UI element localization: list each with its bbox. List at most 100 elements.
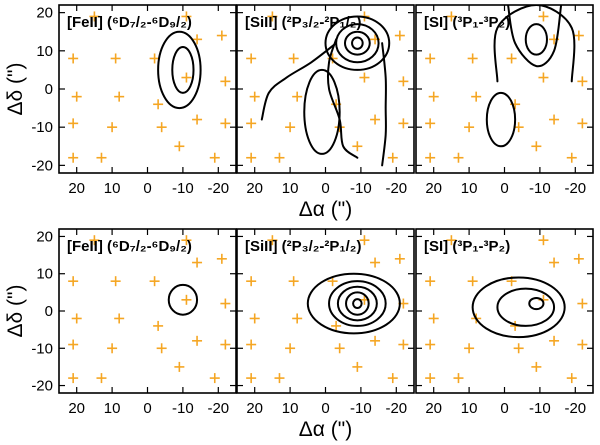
contour-line [493, 5, 576, 83]
x-tick-label: 10 [461, 180, 478, 197]
x-tick-label: 0 [321, 400, 329, 417]
plus-marker [181, 235, 192, 246]
plus-marker [292, 313, 303, 324]
contour-level [303, 68, 341, 155]
panel-contours [167, 283, 199, 316]
plus-marker [453, 373, 464, 384]
x-tick-label: 10 [282, 180, 299, 197]
plus-marker [425, 53, 436, 64]
plus-marker [110, 276, 121, 287]
plus-marker [464, 343, 475, 354]
plus-marker [428, 313, 439, 324]
x-tick-label: 20 [425, 180, 442, 197]
plus-marker [566, 373, 577, 384]
contour-line [381, 42, 387, 167]
plus-marker [573, 30, 584, 41]
y-tick-label: -10 [31, 119, 53, 136]
plus-marker [513, 343, 524, 354]
plus-marker [398, 339, 409, 350]
plus-marker [370, 257, 381, 268]
plus-marker [192, 34, 203, 45]
y-tick-label: -20 [31, 157, 53, 174]
plus-marker [149, 276, 160, 287]
plus-marker [538, 72, 549, 83]
plus-marker [246, 339, 257, 350]
plus-marker [285, 122, 296, 133]
plus-marker [577, 339, 588, 350]
x-tick-label: -10 [350, 180, 372, 197]
panel-title: [FeII] (⁶D₇/₂-⁶D₉/₂) [67, 14, 192, 31]
plus-marker [471, 91, 482, 102]
plus-marker [68, 373, 79, 384]
x-tick-label: 10 [104, 400, 121, 417]
plus-marker [425, 339, 436, 350]
plus-marker [425, 276, 436, 287]
plus-marker [89, 235, 100, 246]
contour-level [171, 46, 195, 94]
plus-marker [398, 118, 409, 129]
x-tick-label: 10 [282, 400, 299, 417]
panel-title: [SiII] (²P₃/₂-²P₁/₂) [245, 238, 361, 255]
plus-marker [538, 235, 549, 246]
plus-marker [110, 53, 121, 64]
x-tick-label: 20 [246, 400, 263, 417]
plus-marker [274, 373, 285, 384]
x-tick-label: 0 [500, 180, 508, 197]
plus-marker [149, 53, 160, 64]
panel-contours [306, 272, 401, 335]
x-tick-label: 20 [246, 180, 263, 197]
x-tick-label: -10 [529, 180, 551, 197]
x-tick-label: 0 [143, 400, 151, 417]
y-tick-label: 10 [36, 43, 53, 60]
x-tick-label: 0 [143, 180, 151, 197]
plus-marker [398, 76, 409, 87]
contour-level [471, 276, 566, 339]
y-tick-label: -10 [31, 340, 53, 357]
x-tick-label: -20 [385, 400, 407, 417]
x-tick-label: 10 [104, 180, 121, 197]
plus-marker [549, 114, 560, 125]
plus-marker [538, 11, 549, 22]
plus-marker [192, 335, 203, 346]
plus-marker [292, 91, 303, 102]
x-tick-label: -20 [385, 180, 407, 197]
plus-marker [153, 320, 164, 331]
contour-level [524, 23, 548, 56]
contour-level [345, 291, 370, 316]
plus-marker [577, 76, 588, 87]
plus-marker [331, 320, 342, 331]
plus-marker [220, 339, 231, 350]
plus-marker [68, 276, 79, 287]
contour-level [343, 30, 371, 56]
marker-layer [68, 11, 588, 384]
plus-marker [577, 298, 588, 309]
x-tick-label: -20 [207, 180, 229, 197]
plus-marker [288, 53, 299, 64]
plus-marker [274, 152, 285, 163]
plus-marker [288, 276, 299, 287]
contour-level [336, 285, 378, 322]
plus-marker [352, 361, 363, 372]
x-tick-label: -20 [564, 180, 586, 197]
y-tick-label: 20 [36, 228, 53, 245]
x-tick-label: 20 [68, 400, 85, 417]
plus-marker [181, 72, 192, 83]
contour-level [351, 36, 364, 50]
plus-marker [549, 335, 560, 346]
plus-marker [107, 122, 118, 133]
axis-ticks [59, 5, 593, 393]
plus-marker [71, 91, 82, 102]
plus-marker [428, 91, 439, 102]
plus-marker [577, 118, 588, 129]
y-tick-label: 0 [45, 303, 53, 320]
plus-marker [446, 11, 457, 22]
plus-marker [174, 141, 185, 152]
plus-marker [267, 11, 278, 22]
contour-level [496, 287, 556, 327]
plus-marker [181, 294, 192, 305]
x-tick-label: 0 [500, 400, 508, 417]
plus-marker [246, 53, 257, 64]
plus-marker [216, 253, 227, 264]
plus-marker [68, 118, 79, 129]
